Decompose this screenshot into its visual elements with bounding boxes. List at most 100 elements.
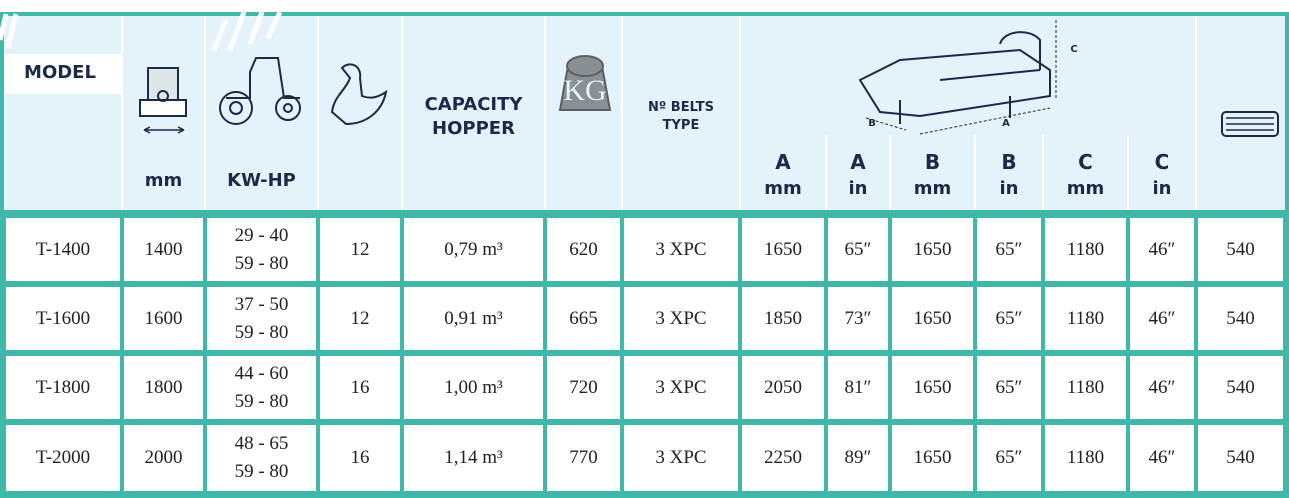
belts-label: TYPE — [662, 118, 700, 133]
table-cell: 73″ — [828, 287, 888, 350]
dimension-unit: mm — [764, 178, 802, 199]
model-label: MODEL — [24, 62, 96, 83]
header-separator — [1195, 16, 1197, 210]
table-cell: 29 - 40 59 - 80 — [207, 218, 316, 281]
cell-line: 59 - 80 — [234, 390, 289, 412]
cell-text: 65″ — [844, 238, 872, 260]
table-cell: 89″ — [828, 425, 888, 491]
cell-text: 81″ — [844, 376, 872, 398]
cell-text: 1850 — [764, 307, 802, 329]
header-separator — [621, 16, 623, 210]
cell-text: 1650 — [913, 447, 952, 468]
cell-text: T-2000 — [35, 447, 91, 468]
header-separator — [739, 16, 741, 210]
cell-text: 12 — [350, 238, 370, 260]
table-cell: 0,79 m³ — [404, 218, 543, 281]
table-cell: 1650 — [742, 218, 824, 281]
table-cell: 1,00 m³ — [404, 356, 543, 419]
cell-text: 1650 — [913, 376, 952, 398]
dimension-name: C — [1154, 150, 1170, 174]
table-cell: 3 XPC — [624, 356, 738, 419]
cell-line: 44 - 60 — [234, 362, 289, 384]
drawing-label: A — [1002, 118, 1010, 129]
header-separator — [1127, 135, 1129, 210]
cell-text: 3 XPC — [655, 376, 707, 398]
table-cell: T-1400 — [6, 218, 120, 281]
table-cell: 81″ — [828, 356, 888, 419]
table-cell: T-2000 — [6, 425, 120, 491]
table-cell: 65″ — [977, 287, 1041, 350]
cell-text: 1800 — [144, 376, 183, 398]
cell-text: 2250 — [764, 447, 802, 468]
table-cell: 2250 — [742, 425, 824, 491]
table-cell: T-1800 — [6, 356, 120, 419]
cell-text: 2000 — [144, 447, 183, 468]
header-separator — [1042, 135, 1044, 210]
dimension-unit: in — [848, 178, 868, 199]
cell-text: 620 — [569, 238, 598, 260]
table-cell: 1400 — [124, 218, 203, 281]
cell-line: 37 - 50 — [234, 293, 289, 315]
drawing-label: C — [1070, 44, 1078, 55]
table-cell: 65″ — [977, 356, 1041, 419]
cell-text: 1400 — [144, 238, 183, 260]
table-cell: 46″ — [1130, 218, 1194, 281]
table-cell: 1650 — [892, 425, 973, 491]
capacity-label: CAPACITY — [424, 94, 523, 115]
cell-line: 48 - 65 — [234, 433, 289, 454]
dimension-name: A — [850, 150, 866, 174]
table-cell: 12 — [320, 287, 400, 350]
table-cell: 3 XPC — [624, 218, 738, 281]
header-background — [4, 16, 1285, 210]
dimension-name: A — [775, 150, 791, 174]
table-cell: 65″ — [977, 218, 1041, 281]
power-label: KW-HP — [227, 170, 296, 191]
cell-text: 46″ — [1148, 307, 1176, 329]
cell-line: 59 - 80 — [234, 321, 289, 343]
cell-text: 1,14 m³ — [444, 447, 503, 468]
header-separator — [204, 16, 206, 210]
cell-text: T-1400 — [35, 238, 91, 260]
header-separator — [317, 16, 319, 210]
table-cell: 3 XPC — [624, 425, 738, 491]
cell-text: 0,79 m³ — [444, 238, 503, 260]
cell-text: 720 — [569, 376, 598, 398]
table-cell: 1180 — [1045, 356, 1126, 419]
cell-text: 16 — [350, 376, 370, 398]
cell-text: 65″ — [995, 307, 1023, 329]
cell-text: 540 — [1226, 238, 1255, 260]
table-cell: 1800 — [124, 356, 203, 419]
cell-text: 1180 — [1066, 307, 1105, 329]
table-cell: T-1600 — [6, 287, 120, 350]
dimension-unit: mm — [1066, 178, 1105, 199]
cell-text: 65″ — [995, 447, 1023, 468]
svg-text:KG: KG — [563, 74, 606, 107]
dimension-name: B — [924, 150, 941, 174]
table-cell: 1600 — [124, 287, 203, 350]
table-cell: 1180 — [1045, 287, 1126, 350]
cell-text: 65″ — [995, 376, 1023, 398]
table-cell: 1,14 m³ — [404, 425, 543, 491]
table-cell: 65″ — [977, 425, 1041, 491]
cell-line: 59 - 80 — [234, 252, 289, 274]
cell-text: 1180 — [1066, 376, 1105, 398]
cell-line: 59 - 80 — [234, 461, 289, 482]
table-cell: 37 - 50 59 - 80 — [207, 287, 316, 350]
cell-text: 1650 — [913, 307, 952, 329]
cell-text: 540 — [1226, 447, 1255, 468]
table-cell: 720 — [547, 356, 620, 419]
dimension-unit: mm — [913, 178, 952, 199]
belts-label: Nº BELTS — [648, 100, 714, 115]
table-cell: 540 — [1198, 287, 1283, 350]
table-cell: 1180 — [1045, 425, 1126, 491]
table-cell: 1180 — [1045, 218, 1126, 281]
dimension-name: B — [1001, 150, 1017, 174]
capacity-label: HOPPER — [432, 118, 515, 139]
header-separator — [401, 16, 403, 210]
table-cell: 46″ — [1130, 287, 1194, 350]
table-cell: 1650 — [892, 287, 973, 350]
table-cell: 44 - 60 59 - 80 — [207, 356, 316, 419]
table-cell: 540 — [1198, 356, 1283, 419]
